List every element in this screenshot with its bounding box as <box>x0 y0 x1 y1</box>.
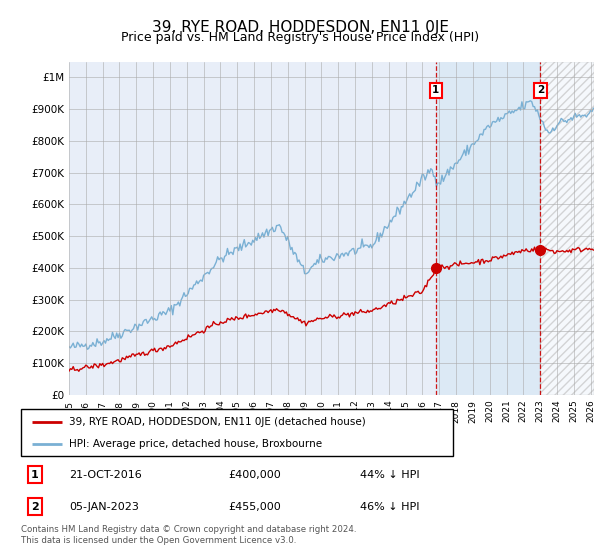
Text: 1: 1 <box>31 470 38 479</box>
Text: 39, RYE ROAD, HODDESDON, EN11 0JE (detached house): 39, RYE ROAD, HODDESDON, EN11 0JE (detac… <box>68 417 365 427</box>
Text: 44% ↓ HPI: 44% ↓ HPI <box>360 470 419 479</box>
Text: £400,000: £400,000 <box>228 470 281 479</box>
Text: 46% ↓ HPI: 46% ↓ HPI <box>360 502 419 511</box>
Text: 39, RYE ROAD, HODDESDON, EN11 0JE: 39, RYE ROAD, HODDESDON, EN11 0JE <box>151 20 449 35</box>
Text: 21-OCT-2016: 21-OCT-2016 <box>69 470 142 479</box>
Text: Price paid vs. HM Land Registry's House Price Index (HPI): Price paid vs. HM Land Registry's House … <box>121 31 479 44</box>
Text: £455,000: £455,000 <box>228 502 281 511</box>
Text: 05-JAN-2023: 05-JAN-2023 <box>69 502 139 511</box>
Text: HPI: Average price, detached house, Broxbourne: HPI: Average price, detached house, Brox… <box>68 438 322 449</box>
Text: Contains HM Land Registry data © Crown copyright and database right 2024.
This d: Contains HM Land Registry data © Crown c… <box>21 525 356 545</box>
Text: 1: 1 <box>432 85 439 95</box>
Bar <box>541 62 594 395</box>
Text: 2: 2 <box>537 85 544 95</box>
Bar <box>436 62 541 395</box>
Text: 2: 2 <box>31 502 38 511</box>
